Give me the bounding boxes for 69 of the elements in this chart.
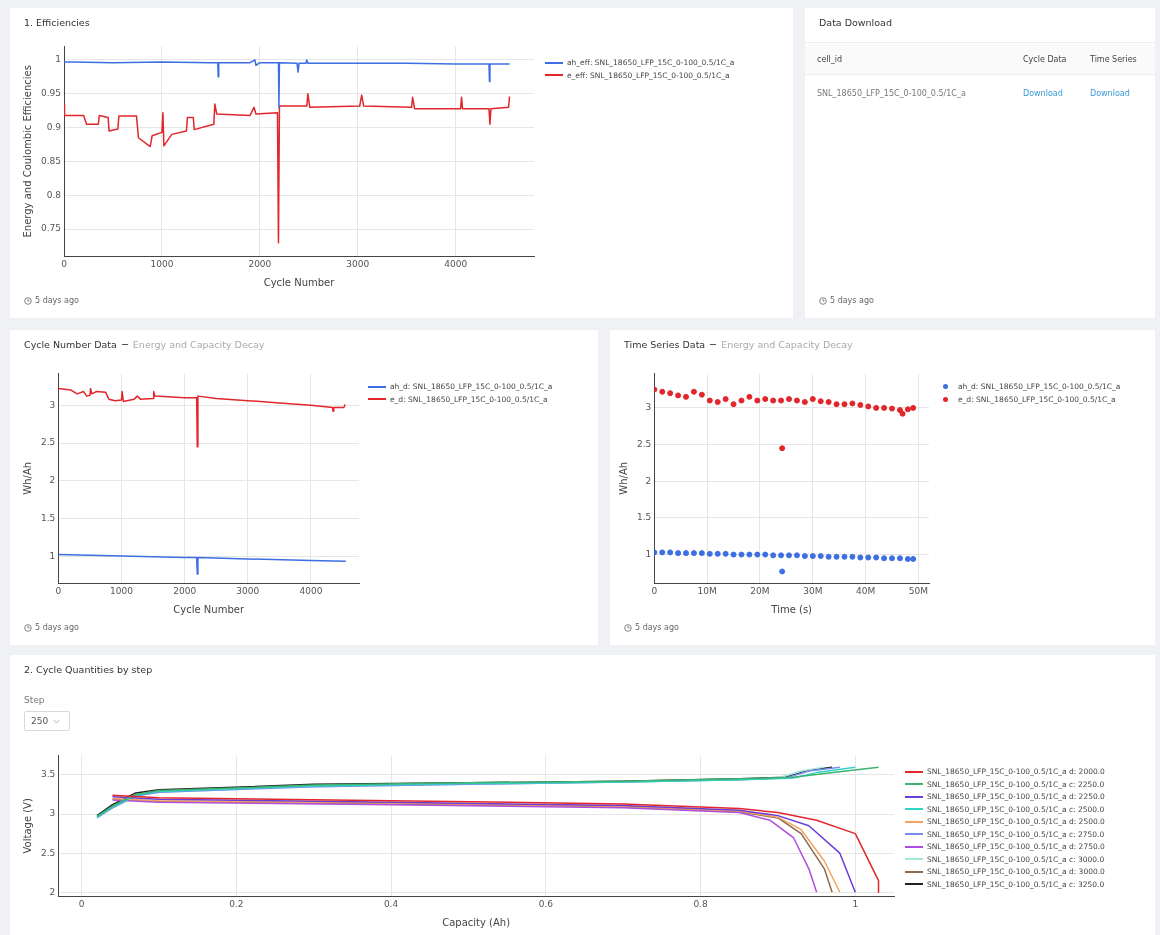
x-tick-label: 0 [61,258,68,269]
chart-title: 2. Cycle Quantities by step [24,664,153,675]
y-tick-label: 3 [49,808,56,819]
x-axis-title: Time (s) [770,603,813,615]
y-tick-label: 3.5 [40,769,56,780]
y-tick-label: 2.5 [40,437,56,448]
text: Step [24,695,45,705]
text: cell_id [817,55,843,64]
x-tick-label: 40M [856,585,876,596]
y-tick-label: 0.9 [46,121,62,132]
x-tick-label: 20M [750,585,770,596]
text: Cycle Data [1023,55,1067,64]
x-tick-label: 0.2 [229,898,244,909]
y-tick-label: 2 [645,475,652,486]
x-tick-label: 0.4 [383,898,399,909]
x-tick-label: 50M [908,585,929,596]
y-tick-label: 1 [55,54,62,65]
x-tick-label: 1 [852,898,859,909]
x-axis-title: Cycle Number [173,603,245,615]
y-tick-label: 0.75 [40,223,62,234]
x-tick-label: 4000 [299,585,323,596]
x-tick-label: 3000 [236,585,260,596]
y-tick-label: 3 [645,402,652,413]
y-tick-label: 3 [49,399,56,410]
x-tick-label: 2000 [248,258,272,269]
text: 5 days ago [35,623,79,632]
text: 5 days ago [35,296,79,305]
y-tick-label: 1 [49,551,56,562]
y-tick-label: 1.5 [636,512,652,523]
x-tick-label: 10M [697,585,717,596]
dropdown-field: 250 [24,711,70,731]
text: Download [1090,89,1130,98]
y-tick-label: 2.5 [636,438,652,449]
chart-title: Time Series Data [624,339,706,350]
x-axis-title: Cycle Number [263,276,336,288]
x-tick-label: 0.8 [693,898,708,909]
y-tick-label: 2 [49,475,56,486]
chart-title: 1. Efficiencies [24,17,90,28]
chart-subtitle: Energy and Capacity Decay [721,339,853,350]
x-tick-label: 0.6 [538,898,554,909]
x-tick-label: 1000 [110,585,134,596]
text: SNL_18650_LFP_15C_0-100_0.5/1C_a [817,89,966,98]
y-tick-label: 1 [645,548,652,559]
y-tick-label: 1.5 [40,513,56,524]
x-tick-label: 0 [651,585,658,596]
y-axis-title: Energy and Coulombic Efficiencies [21,65,33,238]
x-tick-label: 2000 [173,585,197,596]
y-axis-title: Wh/Ah [21,461,33,495]
text: 5 days ago [635,623,679,632]
y-tick-label: 0.95 [40,88,62,99]
y-tick-label: 0.85 [40,155,62,166]
text: Download [1023,89,1063,98]
x-tick-label: 0 [78,898,85,909]
x-tick-label: 4000 [444,258,468,269]
x-axis-title: Capacity (Ah) [442,916,511,928]
y-tick-label: 2 [49,886,56,897]
chart-subtitle: Energy and Capacity Decay [132,339,265,350]
x-tick-label: 1000 [150,258,174,269]
y-tick-label: 2.5 [40,847,56,858]
text: Data Download [819,17,892,28]
y-axis-title: Voltage (V) [21,798,33,854]
x-tick-label: 30M [803,585,823,596]
text: 5 days ago [830,296,874,305]
y-axis-title: Wh/Ah [617,461,629,495]
text: Time Series [1090,55,1137,64]
chart-title: Cycle Number Data [24,339,117,350]
x-tick-label: 0 [55,585,62,596]
x-tick-label: 3000 [346,258,370,269]
y-tick-label: 0.8 [46,189,62,200]
